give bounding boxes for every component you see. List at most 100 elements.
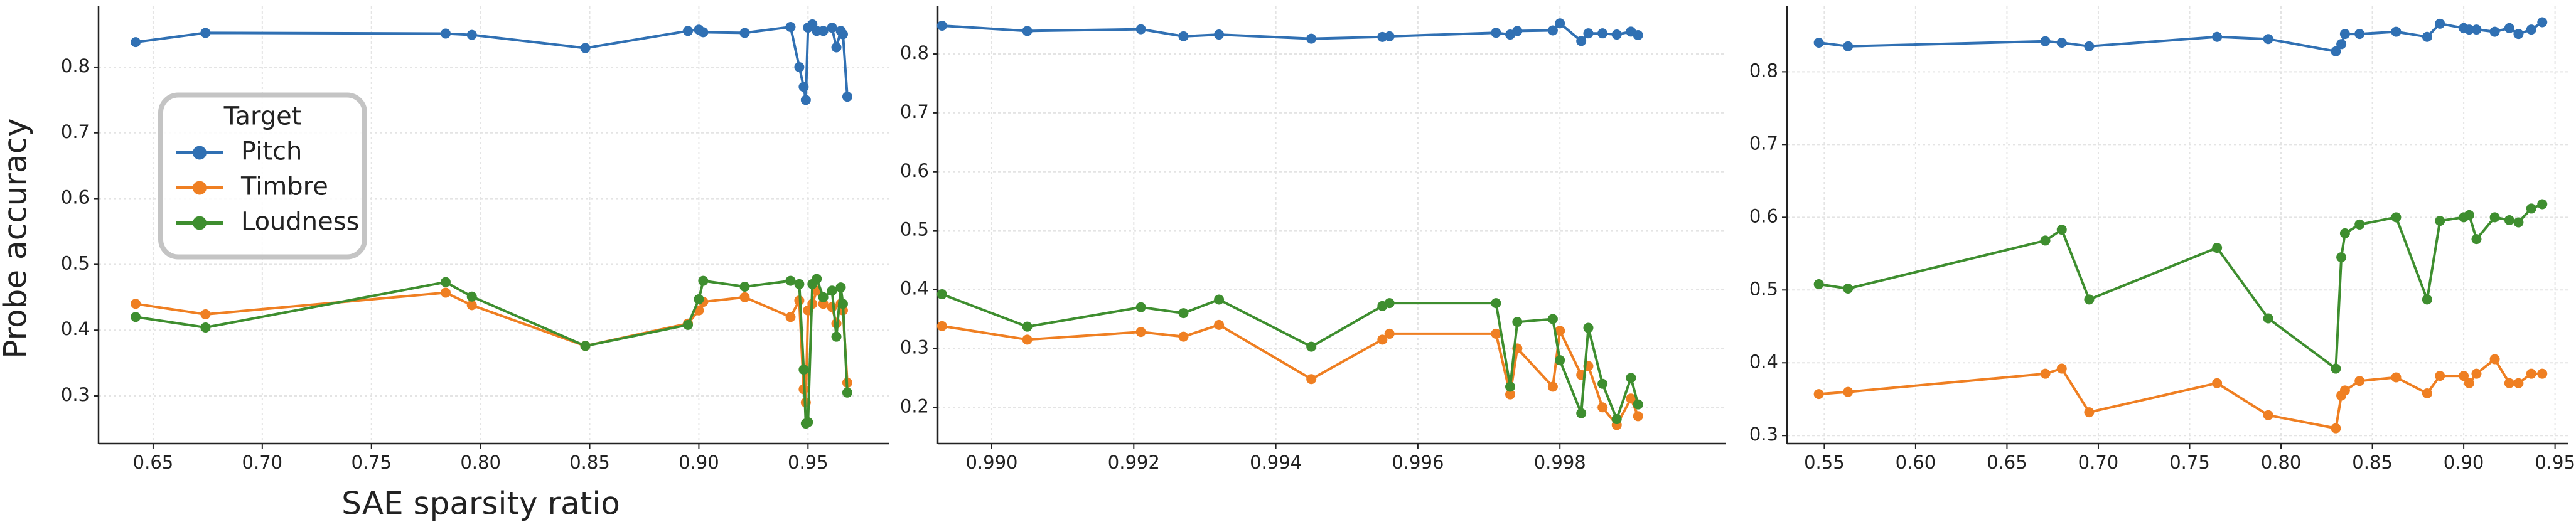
x-tick-label: 0.80 bbox=[460, 452, 501, 473]
point bbox=[131, 312, 141, 322]
x-tick-label: 0.95 bbox=[788, 452, 829, 473]
point bbox=[835, 282, 846, 293]
point bbox=[1306, 341, 1317, 352]
point bbox=[1813, 389, 1824, 400]
point bbox=[1626, 373, 1636, 383]
point bbox=[1611, 414, 1622, 425]
point bbox=[2464, 210, 2474, 220]
point bbox=[698, 27, 709, 38]
point bbox=[800, 95, 811, 105]
point bbox=[200, 309, 211, 320]
point bbox=[2056, 225, 2067, 235]
point bbox=[1505, 381, 1516, 392]
point bbox=[812, 274, 822, 284]
point bbox=[842, 92, 852, 102]
y-tick-label: 0.5 bbox=[900, 219, 929, 240]
point bbox=[2040, 235, 2051, 246]
y-tick-label: 0.8 bbox=[1749, 60, 1778, 81]
point bbox=[2212, 243, 2223, 253]
point bbox=[2263, 313, 2273, 324]
point bbox=[2339, 385, 2350, 396]
point bbox=[936, 321, 947, 331]
point bbox=[580, 43, 591, 53]
y-tick-label: 0.6 bbox=[1749, 205, 1778, 226]
point bbox=[1633, 29, 1643, 40]
x-tick-label: 0.95 bbox=[2535, 452, 2575, 473]
point bbox=[683, 319, 694, 330]
point bbox=[466, 291, 477, 302]
point bbox=[1135, 302, 1146, 312]
y-tick-label: 0.5 bbox=[61, 252, 90, 274]
point bbox=[683, 26, 694, 36]
point bbox=[1633, 399, 1643, 410]
point bbox=[440, 28, 451, 39]
point bbox=[2391, 212, 2402, 223]
point bbox=[466, 300, 477, 311]
x-tick-label: 0.998 bbox=[1534, 452, 1586, 473]
y-tick-label: 0.7 bbox=[61, 121, 90, 142]
point bbox=[1843, 283, 1854, 294]
x-tick-label: 0.90 bbox=[2444, 452, 2484, 473]
point bbox=[1214, 29, 1225, 40]
point bbox=[798, 82, 809, 92]
point bbox=[1178, 31, 1189, 41]
legend-label: Loudness bbox=[241, 208, 359, 237]
x-tick-label: 0.70 bbox=[2078, 452, 2119, 473]
x-tick-label: 0.90 bbox=[679, 452, 719, 473]
x-tick-label: 0.70 bbox=[242, 452, 283, 473]
point bbox=[1626, 393, 1636, 404]
series-line bbox=[1818, 21, 2543, 53]
point bbox=[2056, 37, 2067, 48]
x-tick-label: 0.65 bbox=[133, 452, 174, 473]
point bbox=[2040, 368, 2051, 379]
point bbox=[2513, 378, 2524, 388]
series-line bbox=[1818, 203, 2543, 370]
point bbox=[1512, 317, 1523, 327]
point bbox=[1583, 28, 1594, 39]
y-tick-label: 0.3 bbox=[1749, 423, 1778, 445]
y-tick-label: 0.6 bbox=[61, 187, 90, 208]
point bbox=[2331, 46, 2341, 56]
point bbox=[739, 282, 750, 292]
x-tick-label: 0.75 bbox=[2169, 452, 2210, 473]
point bbox=[936, 289, 947, 300]
point bbox=[694, 294, 704, 304]
point bbox=[2504, 215, 2514, 225]
y-tick-label: 0.7 bbox=[900, 101, 929, 122]
point bbox=[1384, 31, 1395, 41]
point bbox=[794, 61, 805, 72]
point bbox=[2084, 407, 2095, 418]
point bbox=[803, 417, 813, 427]
point bbox=[2331, 423, 2341, 434]
point bbox=[1135, 24, 1146, 35]
point bbox=[1491, 28, 1501, 38]
point bbox=[785, 22, 796, 33]
point bbox=[2212, 31, 2223, 42]
legend-marker bbox=[193, 216, 207, 230]
point bbox=[2489, 26, 2500, 37]
series-line bbox=[942, 22, 1639, 43]
y-tick-label: 0.4 bbox=[1749, 351, 1778, 372]
series-line bbox=[135, 277, 849, 425]
point bbox=[2526, 203, 2536, 214]
point bbox=[1512, 26, 1523, 36]
point bbox=[837, 299, 848, 309]
point bbox=[1555, 355, 1565, 366]
point bbox=[2422, 31, 2432, 42]
point bbox=[2422, 388, 2432, 398]
point bbox=[1547, 314, 1558, 324]
point bbox=[827, 285, 837, 296]
point bbox=[1843, 386, 1854, 397]
point bbox=[1597, 28, 1608, 39]
point bbox=[1843, 41, 1854, 51]
point bbox=[2422, 294, 2432, 305]
series-line bbox=[135, 23, 849, 102]
point bbox=[1576, 408, 1587, 418]
point bbox=[2336, 252, 2347, 263]
y-tick-label: 0.2 bbox=[900, 395, 929, 417]
point bbox=[2435, 371, 2445, 381]
point bbox=[2435, 216, 2445, 226]
point bbox=[1491, 298, 1501, 309]
series-line bbox=[942, 293, 1640, 420]
